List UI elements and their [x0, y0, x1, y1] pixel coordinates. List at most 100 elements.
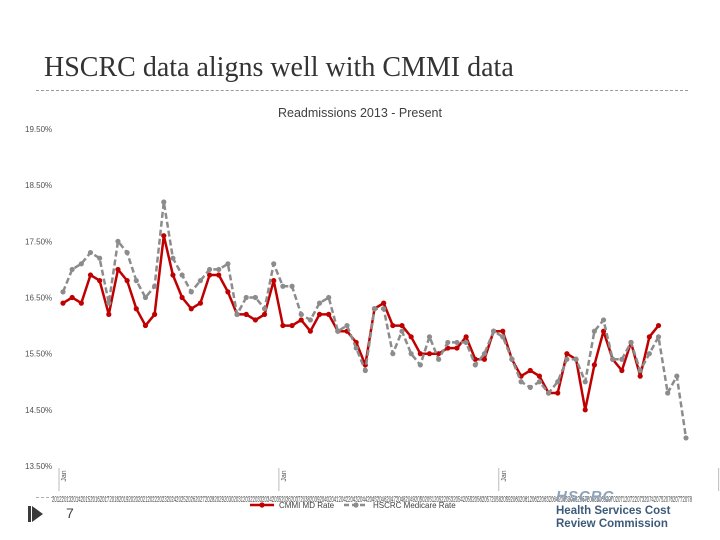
series-layer: [60, 199, 689, 441]
year-marker-label: Jan: [281, 470, 288, 481]
data-point: [463, 339, 469, 346]
y-tick-label: 13.50%: [25, 462, 52, 471]
data-point: [371, 306, 378, 312]
slide-title: HSCRC data aligns well with CMMI data: [44, 52, 514, 83]
data-point: [106, 300, 112, 306]
logo-line-2: Review Commission: [556, 518, 668, 530]
logo-mark: HSCRC: [556, 488, 615, 505]
legend-label: HSCRC Medicare Rate: [373, 501, 456, 510]
y-tick-label: 17.50%: [25, 237, 52, 246]
data-point: [426, 351, 433, 357]
data-point: [152, 311, 158, 317]
data-point: [381, 300, 387, 306]
data-point: [69, 266, 75, 273]
chart-title: Readmissions 2013 - Present: [278, 106, 442, 120]
data-point: [472, 356, 478, 362]
data-point: [426, 334, 433, 340]
data-point: [298, 317, 304, 323]
legend-marker: [353, 502, 359, 508]
data-point: [381, 306, 387, 312]
data-point: [573, 356, 579, 362]
data-point: [436, 351, 442, 357]
logo-line-1: Health Services Cost: [556, 505, 671, 517]
y-axis: 13.50% 14.50% 15.50% 16.50% 17.50% 18.50% 19.5…: [25, 125, 52, 471]
legend-label: CMMI MD Rate: [279, 501, 335, 510]
y-tick-label: 18.50%: [25, 181, 52, 190]
data-point: [188, 306, 194, 312]
data-point: [637, 367, 643, 374]
year-marker: Jan: [58, 468, 68, 491]
year-marker: Jan: [278, 468, 288, 491]
data-point: [289, 283, 295, 289]
data-point: [60, 300, 66, 306]
data-point: [216, 272, 222, 278]
y-tick-label: 14.50%: [25, 406, 52, 415]
data-point: [225, 261, 231, 267]
data-point: [646, 334, 652, 340]
data-point: [326, 294, 332, 301]
data-point: [463, 334, 469, 340]
data-point: [225, 289, 231, 295]
data-point: [133, 306, 139, 312]
data-point: [271, 278, 277, 284]
data-point: [316, 311, 323, 317]
data-point: [69, 294, 75, 301]
data-point: [591, 362, 597, 368]
hscrc-logo: HSCRC Health Services Cost Review Commis…: [556, 488, 706, 531]
data-point: [481, 356, 488, 362]
data-point: [518, 379, 524, 385]
data-point: [87, 272, 94, 278]
data-point: [252, 294, 258, 301]
data-point: [206, 272, 213, 278]
chart-legend: CMMI MD Rate HSCRC Medicare Rate: [250, 501, 456, 510]
data-point: [179, 294, 185, 301]
data-point: [408, 334, 414, 340]
data-point: [271, 261, 277, 267]
data-point: [655, 334, 662, 340]
data-point: [161, 199, 167, 205]
data-point: [637, 373, 643, 379]
data-point: [500, 334, 506, 340]
data-point: [527, 384, 533, 390]
data-point: [399, 322, 405, 329]
data-point: [316, 300, 323, 306]
data-point: [353, 345, 359, 351]
year-marker-label: Jan: [61, 470, 68, 481]
year-markers: JanJanJanJanJanJan: [58, 468, 720, 491]
data-point: [152, 283, 158, 289]
data-point: [60, 289, 66, 295]
data-point: [555, 390, 561, 396]
data-point: [344, 322, 350, 329]
title-divider: [36, 90, 688, 91]
data-point: [280, 322, 286, 329]
data-point: [655, 322, 662, 329]
data-point: [133, 278, 139, 284]
data-point: [115, 266, 121, 273]
readmissions-chart: Readmissions 2013 - Present 13.50% 14.50%…: [25, 106, 720, 510]
data-point: [536, 379, 543, 385]
data-point: [527, 367, 533, 374]
data-point: [674, 373, 680, 379]
data-point: [500, 328, 506, 334]
data-point: [445, 339, 451, 346]
y-tick-label: 16.50%: [25, 294, 52, 303]
data-point: [179, 272, 185, 278]
legend-entry: CMMI MD Rate: [250, 501, 335, 510]
series-cmmi: [60, 233, 662, 413]
data-point: [197, 300, 204, 306]
data-point: [408, 351, 414, 357]
page-number: 7: [66, 505, 74, 521]
series-hscrc: [60, 199, 689, 441]
data-point: [161, 233, 167, 239]
data-point: [216, 266, 222, 273]
data-point: [564, 356, 570, 362]
data-point: [326, 311, 332, 317]
next-slide-arrow-icon[interactable]: [28, 506, 43, 522]
data-point: [78, 300, 84, 306]
data-point: [97, 278, 103, 284]
data-point: [518, 373, 524, 379]
data-point: [390, 322, 396, 329]
data-point: [509, 356, 515, 362]
data-point: [106, 311, 112, 317]
data-point: [481, 351, 488, 357]
